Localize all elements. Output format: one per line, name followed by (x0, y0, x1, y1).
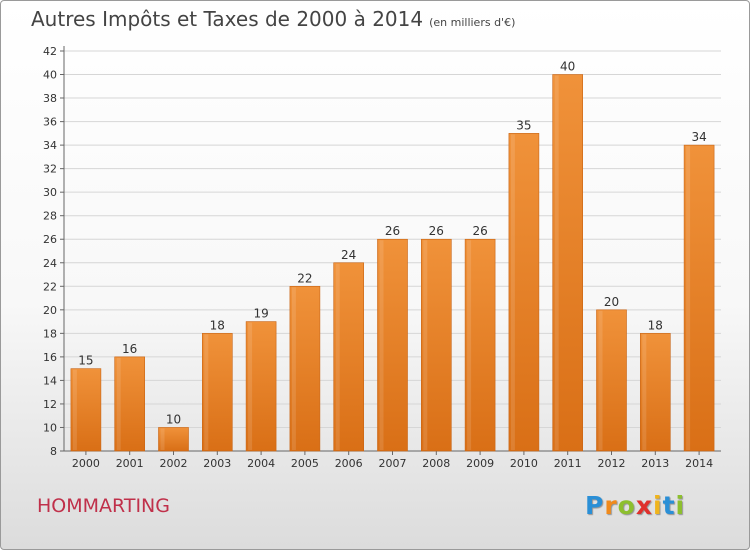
data-label-2002: 10 (166, 412, 181, 426)
bar-2010 (508, 133, 540, 452)
bars: 15 16 10 18 19 22 24 26 26 26 35 40 20 18 34 (70, 60, 715, 452)
x-tick-label-2008: 2008 (422, 457, 450, 470)
y-tick-label: 32 (43, 163, 57, 176)
y-tick-label: 36 (43, 116, 57, 129)
bar-2008 (420, 238, 452, 452)
bar-highlight-2013 (642, 334, 647, 450)
data-label-2008: 26 (429, 224, 444, 238)
logo-letter: P (585, 491, 605, 520)
bar-2000 (70, 368, 102, 452)
data-label-2007: 26 (385, 224, 400, 238)
data-label-2005: 22 (297, 271, 312, 285)
bar-2014 (683, 144, 715, 452)
bar-highlight-2001 (116, 357, 121, 450)
x-tick-label-2009: 2009 (466, 457, 494, 470)
data-label-2014: 34 (691, 130, 706, 144)
bar-2003 (202, 333, 233, 452)
y-tick-label: 26 (43, 233, 57, 246)
y-tick-label: 38 (43, 92, 57, 105)
bar-highlight-2008 (423, 240, 428, 450)
x-tick-label-2003: 2003 (203, 457, 231, 470)
data-label-2004: 19 (253, 307, 268, 321)
y-tick-label: 40 (43, 69, 57, 82)
bar-highlight-2006 (335, 263, 340, 450)
data-label-2001: 16 (122, 342, 137, 356)
bar-highlight-2011 (554, 75, 559, 450)
bar-highlight-2005 (291, 287, 296, 450)
y-tick-label: 12 (43, 398, 57, 411)
x-tick-label-2010: 2010 (510, 457, 538, 470)
y-tick-label: 20 (43, 304, 57, 317)
x-tick-label-2002: 2002 (160, 457, 188, 470)
y-tick-label: 22 (43, 280, 57, 293)
bar-highlight-2002 (160, 428, 165, 450)
chart-title: Autres Impôts et Taxes de 2000 à 2014 (en… (31, 7, 515, 31)
x-tick-label-2005: 2005 (291, 457, 319, 470)
y-tick-label: 14 (43, 374, 57, 387)
bar-2011 (552, 74, 584, 452)
y-tick-label: 30 (43, 186, 57, 199)
logo-letter: t (662, 491, 676, 520)
bar-highlight-2000 (72, 369, 77, 450)
title-main: Autres Impôts et Taxes de 2000 à 2014 (31, 7, 424, 31)
data-label-2012: 20 (604, 295, 619, 309)
bar-2007 (377, 238, 408, 452)
bar-2002 (158, 427, 189, 452)
y-tick-label: 34 (43, 139, 57, 152)
bar-highlight-2007 (379, 240, 384, 450)
bar-highlight-2003 (204, 334, 209, 450)
title-unit: (en milliers d'€) (429, 16, 516, 29)
logo-letter: i (675, 491, 686, 520)
x-tick-label-2007: 2007 (379, 457, 407, 470)
bar-highlight-2004 (248, 322, 253, 450)
proxiti-logo: Proxiti (585, 491, 685, 520)
data-label-2009: 26 (472, 224, 487, 238)
bar-2006 (333, 262, 365, 452)
y-tick-label: 8 (50, 445, 57, 458)
bar-highlight-2009 (467, 240, 472, 450)
x-tick-label-2006: 2006 (335, 457, 363, 470)
logo-letter: o (617, 491, 636, 520)
data-label-2000: 15 (78, 354, 93, 368)
data-label-2010: 35 (516, 118, 531, 132)
bar-2009 (464, 238, 496, 452)
y-tick-label: 10 (43, 421, 57, 434)
x-tick-label-2012: 2012 (598, 457, 626, 470)
data-label-2013: 18 (648, 318, 663, 332)
data-label-2006: 24 (341, 248, 356, 262)
y-tick-label: 18 (43, 327, 57, 340)
bar-2005 (289, 285, 321, 452)
x-tick-label-2004: 2004 (247, 457, 275, 470)
logo-letter: r (604, 491, 618, 520)
commune-name: HOMMARTING (37, 495, 170, 517)
y-tick-label: 24 (43, 257, 57, 270)
y-tick-label: 42 (43, 45, 57, 58)
y-tick-label: 16 (43, 351, 57, 364)
logo-letter: i (653, 491, 663, 520)
x-tick-label-2013: 2013 (641, 457, 669, 470)
x-tick-label-2011: 2011 (554, 457, 582, 470)
x-tick-label-2001: 2001 (116, 457, 144, 470)
bar-2004 (245, 321, 277, 452)
logo-letter: x (635, 491, 653, 520)
bar-2012 (596, 309, 627, 452)
bar-highlight-2012 (598, 310, 603, 450)
data-label-2011: 40 (560, 60, 575, 74)
bar-highlight-2014 (686, 146, 691, 450)
bar-highlight-2010 (510, 134, 515, 450)
y-tick-label: 28 (43, 210, 57, 223)
bar-2001 (114, 356, 145, 452)
data-label-2003: 18 (210, 318, 225, 332)
x-tick-label-2014: 2014 (685, 457, 713, 470)
bar-2013 (639, 333, 671, 452)
x-tick-label-2000: 2000 (72, 457, 100, 470)
